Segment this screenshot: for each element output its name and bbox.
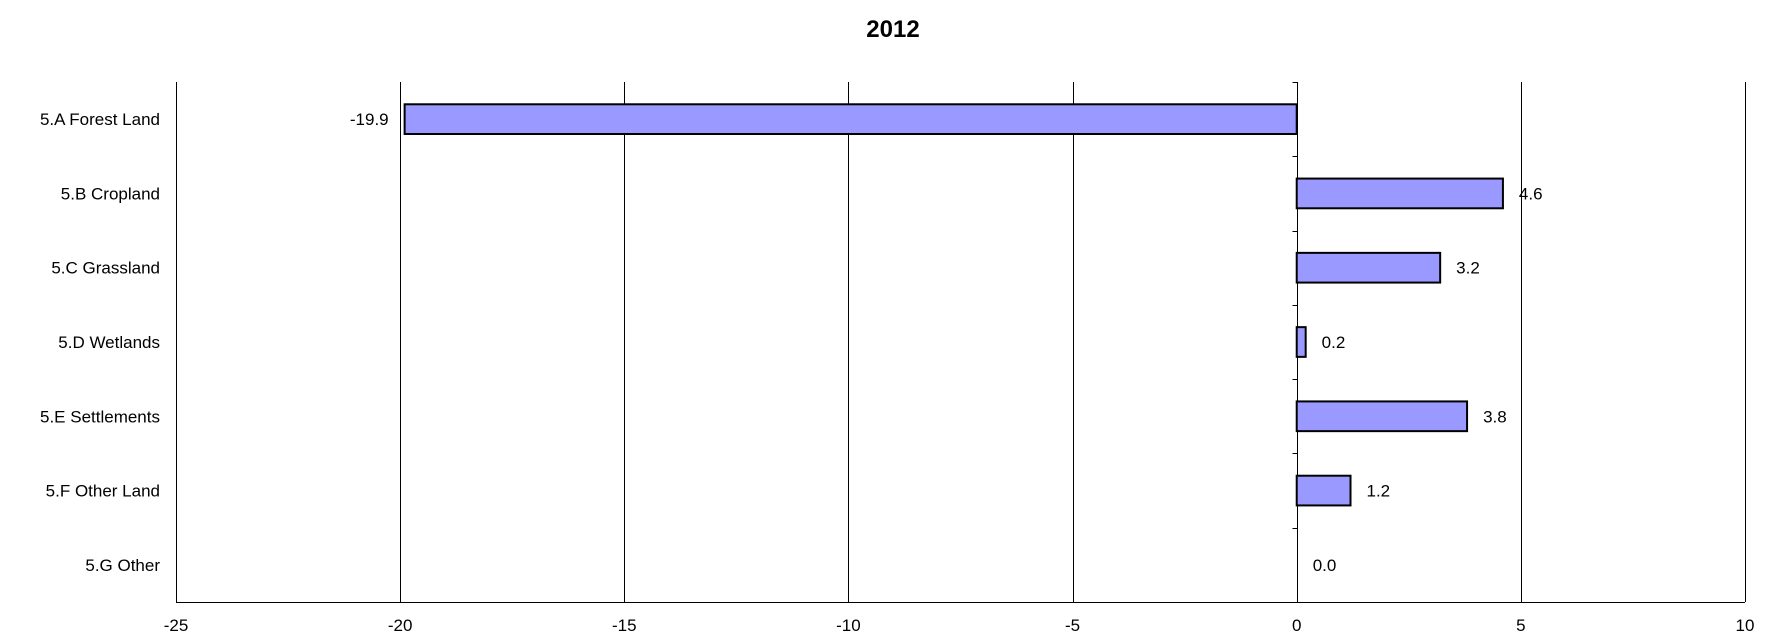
- category-label: 5.C Grassland: [51, 259, 160, 278]
- data-labels: -19.9 4.6 3.2 0.2 3.8 1.2 0.0: [350, 110, 1543, 575]
- data-label: 0.2: [1322, 333, 1346, 352]
- x-tick-label: 5: [1516, 616, 1525, 635]
- data-label: 1.2: [1367, 482, 1391, 501]
- x-tick-labels: -25 -20 -15 -10 -5 0 5 10: [164, 616, 1755, 635]
- bar: [403, 103, 1298, 135]
- bar: [1295, 177, 1504, 210]
- category-label: 5.G Other: [85, 556, 160, 575]
- x-tick-label: -5: [1065, 616, 1080, 635]
- x-tick-label: 0: [1292, 616, 1301, 635]
- bar: [1295, 400, 1469, 433]
- category-label: 5.D Wetlands: [58, 333, 160, 352]
- x-tick-label: -20: [388, 616, 413, 635]
- bars: [403, 103, 1504, 507]
- category-label: 5.A Forest Land: [40, 110, 160, 129]
- bar: [1295, 474, 1352, 507]
- x-tick-label: -10: [836, 616, 861, 635]
- bar: [1295, 326, 1307, 358]
- axes: [176, 82, 1745, 603]
- gridlines: [176, 82, 1746, 602]
- x-tick-label: -25: [164, 616, 189, 635]
- data-label: 3.2: [1456, 259, 1480, 278]
- category-label: 5.E Settlements: [40, 407, 160, 426]
- data-label: 4.6: [1519, 184, 1543, 203]
- data-label: 3.8: [1483, 407, 1507, 426]
- chart-title: 2012: [866, 16, 919, 43]
- category-label: 5.F Other Land: [46, 482, 160, 501]
- x-tick-label: 10: [1736, 616, 1755, 635]
- category-labels: 5.A Forest Land 5.B Cropland 5.C Grassland…: [40, 110, 160, 575]
- bar: [1295, 251, 1442, 284]
- x-tick-label: -15: [612, 616, 637, 635]
- data-label: 0.0: [1313, 556, 1337, 575]
- data-label: -19.9: [350, 110, 389, 129]
- category-label: 5.B Cropland: [61, 184, 160, 203]
